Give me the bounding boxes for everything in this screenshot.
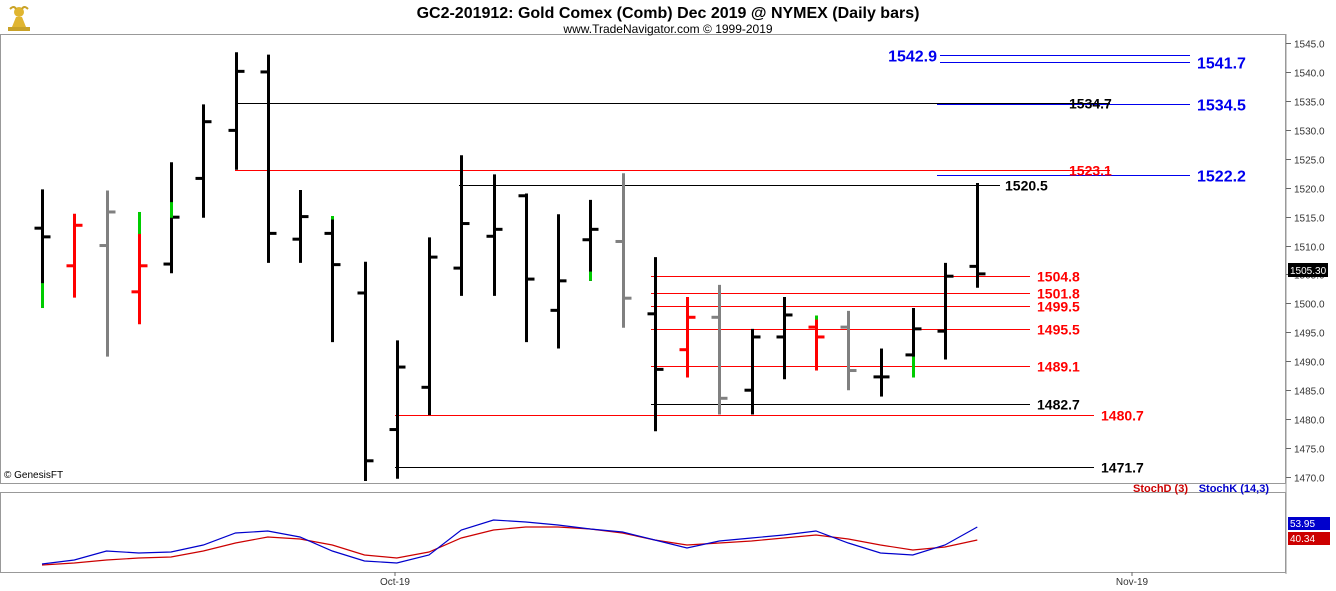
y-tick-label: 1480.0 <box>1294 416 1325 427</box>
stochastic-lines <box>41 519 978 566</box>
chart-subtitle: www.TradeNavigator.com © 1999-2019 <box>562 22 772 36</box>
y-tick-label: 1500.0 <box>1294 300 1325 311</box>
level-label-1471.7: 1471.7 <box>1101 460 1144 476</box>
level-label-1504.8: 1504.8 <box>1037 269 1080 285</box>
level-label-1542.9: 1542.9 <box>888 49 937 66</box>
y-tick-label: 1495.0 <box>1294 329 1325 340</box>
price-bars <box>34 52 986 482</box>
stochk-line <box>41 519 978 565</box>
chart-title: GC2-201912: Gold Comex (Comb) Dec 2019 @… <box>417 5 920 22</box>
y-tick-label: 1535.0 <box>1294 98 1325 109</box>
y-tick-label: 1520.0 <box>1294 185 1325 196</box>
y-tick-label: 1485.0 <box>1294 387 1325 398</box>
price-bar <box>969 183 986 288</box>
level-label-1499.5: 1499.5 <box>1037 299 1080 315</box>
price-bar <box>486 174 503 296</box>
price-bar <box>195 104 212 218</box>
y-tick-label: 1545.0 <box>1294 40 1325 51</box>
indicator-panel-frame <box>0 492 1286 573</box>
level-label-1501.8: 1501.8 <box>1037 286 1080 302</box>
price-bar <box>357 261 374 482</box>
level-label-1480.7: 1480.7 <box>1101 408 1144 424</box>
level-label-1534.5: 1534.5 <box>1197 98 1246 115</box>
stochk-value-box <box>1288 517 1330 530</box>
price-bar <box>550 214 567 349</box>
y-tick-label: 1525.0 <box>1294 156 1325 167</box>
level-label-1534.7: 1534.7 <box>1069 96 1112 112</box>
price-bar <box>679 297 696 378</box>
price-bar <box>421 237 438 416</box>
price-bar <box>711 284 728 415</box>
level-label-1482.7: 1482.7 <box>1037 397 1080 413</box>
price-bar <box>776 297 793 380</box>
price-bar <box>292 189 309 263</box>
y-tick-label: 1515.0 <box>1294 214 1325 225</box>
stochd-legend: StochD (3) <box>1133 483 1188 495</box>
stochd-value-box <box>1288 532 1330 545</box>
level-label-1523.1: 1523.1 <box>1069 163 1112 179</box>
price-bar <box>99 190 116 357</box>
price-bar <box>744 328 761 415</box>
price-bar <box>582 199 599 281</box>
y-tick-label: 1540.0 <box>1294 69 1325 80</box>
price-bar <box>453 155 470 296</box>
price-bar <box>228 52 245 170</box>
level-labels: 1541.7 1542.9 1534.7 1534.5 1523.1 1522.2 1520… <box>888 49 1246 476</box>
stochk-legend: StochK (14,3) <box>1199 483 1270 495</box>
price-bar <box>808 315 825 371</box>
last-price-label: 1505.30 <box>1290 266 1327 277</box>
price-bar <box>324 216 341 343</box>
price-axis: 1470.0 1475.0 1480.0 1485.0 1490.0 1495.0 1500… <box>1286 40 1325 485</box>
price-bar <box>840 310 857 391</box>
price-bar <box>647 257 664 432</box>
x-tick-label-nov: Nov-19 <box>1116 577 1149 588</box>
last-price-box <box>1288 263 1328 277</box>
level-label-1489.1: 1489.1 <box>1037 359 1080 375</box>
price-bar <box>518 193 535 343</box>
stochk-value: 53.95 <box>1290 519 1315 530</box>
level-label-1541.7: 1541.7 <box>1197 56 1246 73</box>
y-tick-label: 1490.0 <box>1294 358 1325 369</box>
y-tick-label: 1510.0 <box>1294 243 1325 254</box>
y-tick-label: 1470.0 <box>1294 474 1325 485</box>
price-bar <box>66 213 83 298</box>
level-label-1522.2: 1522.2 <box>1197 169 1246 186</box>
bull-logo-icon <box>8 6 30 31</box>
stochd-value: 40.34 <box>1290 534 1315 545</box>
level-lines <box>235 55 1190 468</box>
stochd-line <box>41 526 978 566</box>
price-bar <box>615 173 632 328</box>
level-label-1495.5: 1495.5 <box>1037 322 1080 338</box>
price-bar <box>873 348 890 397</box>
y-tick-label: 1530.0 <box>1294 127 1325 138</box>
y-tick-label: 1475.0 <box>1294 445 1325 456</box>
x-tick-label-oct: Oct-19 <box>380 577 410 588</box>
price-bar <box>389 340 406 479</box>
price-bar <box>260 54 277 263</box>
copyright-footer: © GenesisFT <box>4 470 63 481</box>
level-label-1520.5: 1520.5 <box>1005 178 1048 194</box>
price-bar <box>937 262 954 360</box>
